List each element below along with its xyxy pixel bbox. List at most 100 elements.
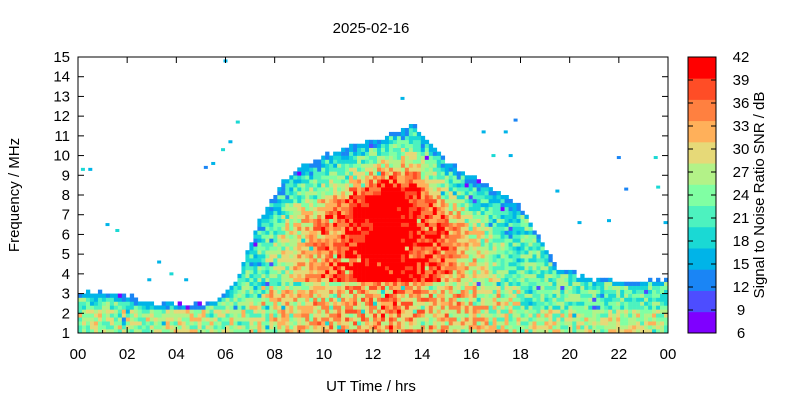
heatmap-cell: [496, 206, 501, 212]
heatmap-cell: [540, 285, 545, 290]
heatmap-cell: [173, 309, 178, 314]
heatmap-cell: [544, 285, 549, 290]
heatmap-cell: [380, 273, 386, 279]
heatmap-cell: [85, 293, 91, 298]
heatmap-cell: [412, 131, 418, 137]
heatmap-cell: [528, 289, 533, 294]
heatmap-cell: [524, 269, 529, 275]
heatmap-cell: [317, 187, 322, 192]
heatmap-cell: [209, 305, 214, 310]
heatmap-cell: [361, 238, 366, 243]
heatmap-cell: [392, 269, 398, 275]
heatmap-cell: [432, 222, 438, 227]
heatmap-cell: [357, 222, 362, 227]
heatmap-cell: [380, 167, 386, 172]
heatmap-cell: [333, 238, 338, 243]
heatmap-cell: [285, 230, 290, 235]
heatmap-cell: [448, 195, 454, 200]
heatmap-cell: [329, 273, 334, 279]
heatmap-cell: [412, 289, 418, 294]
heatmap-cell: [524, 265, 529, 271]
heatmap-cell: [273, 254, 278, 259]
heatmap-cell: [333, 210, 338, 216]
sporadic-echo: [624, 187, 629, 191]
heatmap-cell: [408, 269, 414, 275]
heatmap-cell: [464, 297, 469, 302]
heatmap-cell: [392, 230, 398, 235]
heatmap-cell: [640, 297, 645, 302]
heatmap-cell: [652, 321, 657, 326]
heatmap-cell: [333, 246, 338, 251]
heatmap-cell: [432, 309, 438, 314]
heatmap-cell: [456, 202, 462, 208]
heatmap-cell: [265, 325, 270, 330]
heatmap-cell: [289, 242, 294, 247]
heatmap-cell: [464, 191, 469, 196]
heatmap-cell: [460, 262, 465, 267]
heatmap-cell: [496, 246, 501, 251]
heatmap-cell: [560, 329, 565, 334]
heatmap-cell: [97, 325, 103, 330]
heatmap-cell: [488, 218, 493, 223]
heatmap-cell: [400, 258, 406, 263]
heatmap-cell: [169, 321, 174, 326]
x-tick-label: 22: [610, 346, 627, 363]
heatmap-cell: [221, 329, 226, 334]
heatmap-cell: [380, 198, 386, 204]
heatmap-cell: [440, 159, 446, 164]
heatmap-cell: [448, 329, 454, 334]
heatmap-cell: [345, 159, 350, 164]
heatmap-cell: [97, 309, 103, 314]
heatmap-cell: [361, 143, 366, 148]
heatmap-cell: [520, 246, 525, 251]
heatmap-cell: [496, 258, 501, 263]
heatmap-cell: [305, 321, 310, 326]
heatmap-cell: [632, 281, 637, 286]
heatmap-cell: [81, 297, 87, 302]
heatmap-cell: [648, 321, 653, 326]
heatmap-cell: [313, 159, 318, 164]
heatmap-cell: [436, 163, 442, 168]
y-tick-label: 12: [53, 108, 70, 125]
heatmap-cell: [396, 198, 402, 204]
heatmap-cell: [321, 273, 326, 279]
heatmap-cell: [392, 151, 398, 156]
heatmap-cell: [400, 281, 406, 286]
heatmap-cell: [201, 321, 206, 326]
heatmap-cell: [420, 317, 426, 322]
heatmap-cell: [333, 301, 338, 306]
heatmap-cell: [484, 191, 489, 196]
heatmap-cell: [412, 254, 418, 259]
heatmap-cell: [388, 175, 394, 180]
heatmap-cell: [440, 329, 446, 334]
heatmap-cell: [349, 269, 354, 275]
heatmap-cell: [273, 281, 278, 286]
heatmap-cell: [392, 309, 398, 314]
heatmap-cell: [365, 139, 370, 145]
heatmap-cell: [448, 262, 454, 267]
heatmap-cell: [109, 321, 115, 326]
heatmap-cell: [293, 183, 298, 188]
heatmap-cell: [78, 325, 83, 330]
heatmap-cell: [261, 226, 266, 231]
heatmap-cell: [440, 265, 446, 271]
heatmap-cell: [512, 301, 517, 306]
heatmap-cell: [476, 198, 481, 204]
heatmap-cell: [265, 218, 270, 223]
heatmap-cell: [269, 262, 274, 267]
heatmap-cell: [404, 179, 410, 184]
heatmap-cell: [249, 265, 254, 271]
heatmap-cell: [357, 202, 362, 208]
heatmap-cell: [428, 281, 434, 286]
heatmap-cell: [644, 325, 649, 330]
heatmap-cell: [432, 258, 438, 263]
colorbar-tick-label: 6: [737, 325, 745, 342]
heatmap-cell: [404, 289, 410, 294]
heatmap-cell: [436, 210, 442, 216]
heatmap-cell: [504, 321, 509, 326]
heatmap-cell: [656, 293, 661, 298]
heatmap-cell: [412, 147, 418, 152]
heatmap-cell: [608, 301, 613, 306]
heatmap-cell: [301, 329, 306, 334]
heatmap-cell: [313, 325, 318, 330]
